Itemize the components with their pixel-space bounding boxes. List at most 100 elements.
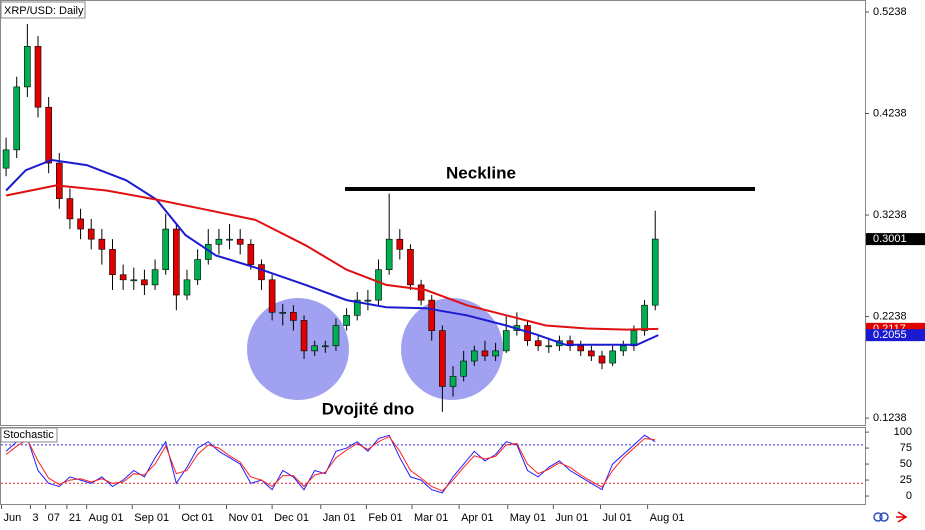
candle-body bbox=[194, 259, 201, 281]
y-tick-label: 0.1238 bbox=[873, 412, 907, 424]
candle-body bbox=[471, 350, 478, 362]
candle-body bbox=[279, 312, 287, 314]
candle-body bbox=[630, 330, 638, 347]
candle-body bbox=[619, 345, 627, 352]
candle-body bbox=[141, 279, 148, 286]
candle-body bbox=[2, 149, 10, 169]
price-marker bbox=[866, 233, 925, 246]
x-tick-label: Oct 01 bbox=[181, 512, 213, 524]
candle-body bbox=[98, 238, 106, 250]
candle-body bbox=[247, 243, 255, 265]
indicator-line bbox=[5, 435, 656, 492]
moving-average bbox=[5, 158, 659, 346]
candle-body bbox=[651, 238, 659, 306]
candle-body bbox=[428, 299, 436, 331]
candle-body bbox=[109, 249, 116, 276]
annotation: Dvojité dno bbox=[322, 399, 415, 418]
y-tick-label: 0.4238 bbox=[873, 107, 907, 119]
candle-body bbox=[481, 350, 489, 357]
candle-body bbox=[353, 299, 361, 316]
candle-body bbox=[258, 264, 265, 281]
bottom-circle bbox=[247, 298, 349, 400]
candle-body bbox=[24, 45, 31, 88]
candle-body bbox=[588, 350, 595, 357]
candle-body bbox=[66, 198, 74, 220]
candle-body bbox=[449, 375, 457, 387]
candle-body bbox=[130, 279, 138, 282]
candle-body bbox=[34, 45, 42, 108]
candle-body bbox=[322, 345, 329, 348]
candle-body bbox=[162, 228, 170, 270]
candle-body bbox=[300, 320, 308, 352]
candle-body bbox=[311, 345, 318, 352]
x-tick-label: Jun bbox=[4, 512, 22, 524]
indicator-y-tick-label: 0 bbox=[906, 490, 912, 502]
candle-body bbox=[364, 299, 372, 302]
indicator-line bbox=[5, 434, 656, 494]
candle-body bbox=[55, 162, 63, 199]
x-tick-label: Apr 01 bbox=[461, 512, 493, 524]
candle-body bbox=[534, 340, 542, 347]
indicator-y-tick-label: 25 bbox=[900, 474, 912, 486]
candle-body bbox=[609, 350, 616, 364]
price-marker-label: 0.2055 bbox=[873, 329, 907, 341]
x-tick-label: 07 bbox=[48, 512, 60, 524]
candle-body bbox=[407, 249, 414, 286]
indicator-y-tick-label: 50 bbox=[900, 458, 912, 470]
indicator-title-box bbox=[0, 427, 58, 443]
candle-body bbox=[183, 279, 191, 296]
price-marker bbox=[866, 329, 925, 342]
x-tick-label: 21 bbox=[69, 512, 81, 524]
candle-body bbox=[439, 330, 446, 387]
x-tick-label: Jan 01 bbox=[323, 512, 356, 524]
indicator-title: Stochastic bbox=[3, 429, 54, 441]
candle-body bbox=[45, 106, 52, 164]
candle-body bbox=[268, 279, 276, 313]
x-tick-label: Dec 01 bbox=[274, 512, 309, 524]
candle-body bbox=[502, 330, 510, 352]
x-tick-label: Jun 01 bbox=[555, 512, 588, 524]
candle-body bbox=[173, 228, 180, 296]
annotation: Neckline bbox=[446, 163, 516, 182]
icon[interactable] bbox=[879, 512, 889, 522]
y-tick-label: 0.3238 bbox=[873, 209, 907, 221]
x-tick-label: Jul 01 bbox=[602, 512, 631, 524]
x-tick-label: Feb 01 bbox=[368, 512, 402, 524]
icon[interactable] bbox=[896, 511, 908, 523]
candle-body bbox=[236, 238, 244, 245]
candle-body bbox=[332, 325, 340, 347]
candle-body bbox=[87, 228, 95, 240]
chart-title: XRP/USD: Daily bbox=[4, 5, 84, 17]
x-tick-label: Sep 01 bbox=[134, 512, 169, 524]
candle-body bbox=[215, 238, 223, 245]
candle-body bbox=[119, 274, 127, 281]
candle-body bbox=[77, 218, 84, 230]
x-tick-label: May 01 bbox=[510, 512, 546, 524]
indicator-panel bbox=[0, 427, 866, 505]
y-tick-label: 0.2238 bbox=[873, 310, 907, 322]
icon[interactable] bbox=[873, 512, 883, 522]
x-tick-label: 3 bbox=[32, 512, 38, 524]
candle-body bbox=[492, 350, 499, 357]
candle-body bbox=[598, 355, 606, 364]
candle-body bbox=[226, 238, 233, 241]
indicator-y-tick-label: 100 bbox=[894, 426, 912, 438]
marks: 0.5238 0.4238 0.3238 0.2238 0.1238 Jun 3 07 21 Au… bbox=[1, 6, 925, 524]
candle-body bbox=[290, 312, 297, 321]
toolbar-icons bbox=[873, 511, 908, 523]
y-tick-label: 0.5238 bbox=[873, 6, 907, 18]
candle-body bbox=[566, 340, 574, 347]
candle-body bbox=[13, 86, 21, 151]
candle-body bbox=[417, 284, 425, 301]
bottom-circle bbox=[401, 298, 503, 400]
x-tick-label: Nov 01 bbox=[229, 512, 264, 524]
candle-body bbox=[641, 304, 648, 331]
candle-body bbox=[460, 360, 467, 377]
candle-body bbox=[396, 238, 404, 250]
indicator-y-tick-label: 75 bbox=[900, 442, 912, 454]
candle-body bbox=[545, 345, 553, 348]
candle-body bbox=[577, 345, 585, 352]
